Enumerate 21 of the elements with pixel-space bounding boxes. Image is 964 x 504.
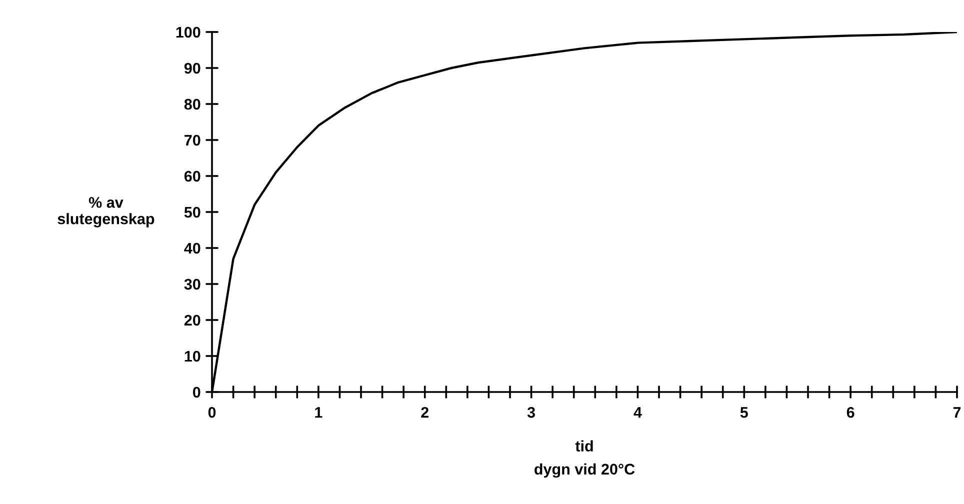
x-tick-label: 4 bbox=[634, 407, 642, 418]
x-tick-label: 3 bbox=[527, 406, 535, 418]
y-tick-label: 100 bbox=[176, 26, 200, 38]
x-tick-label: 2 bbox=[421, 406, 428, 418]
x-tick-label: 6 bbox=[846, 406, 854, 418]
y-tick-label: 20 bbox=[184, 314, 200, 326]
y-tick-label: 10 bbox=[184, 350, 200, 362]
x-tick-label: 5 bbox=[740, 407, 748, 418]
y-tick-label: 70 bbox=[184, 134, 200, 146]
y-tick-label: 40 bbox=[184, 242, 200, 254]
y-tick-label: 30 bbox=[184, 278, 200, 290]
y-axis-title: % av slutegenskap bbox=[58, 197, 154, 228]
y-tick-label: 90 bbox=[184, 62, 200, 74]
y-tick-label: 0 bbox=[192, 386, 200, 398]
y-tick-label: 80 bbox=[184, 98, 200, 110]
y-tick-label: 60 bbox=[184, 170, 200, 182]
x-tick-label: 1 bbox=[315, 407, 322, 418]
x-axis-title: tid dygn vid 20°C bbox=[534, 440, 635, 478]
x-tick-label: 7 bbox=[953, 407, 961, 418]
x-tick-label: 0 bbox=[208, 406, 216, 418]
y-tick-label: 50 bbox=[184, 206, 200, 218]
